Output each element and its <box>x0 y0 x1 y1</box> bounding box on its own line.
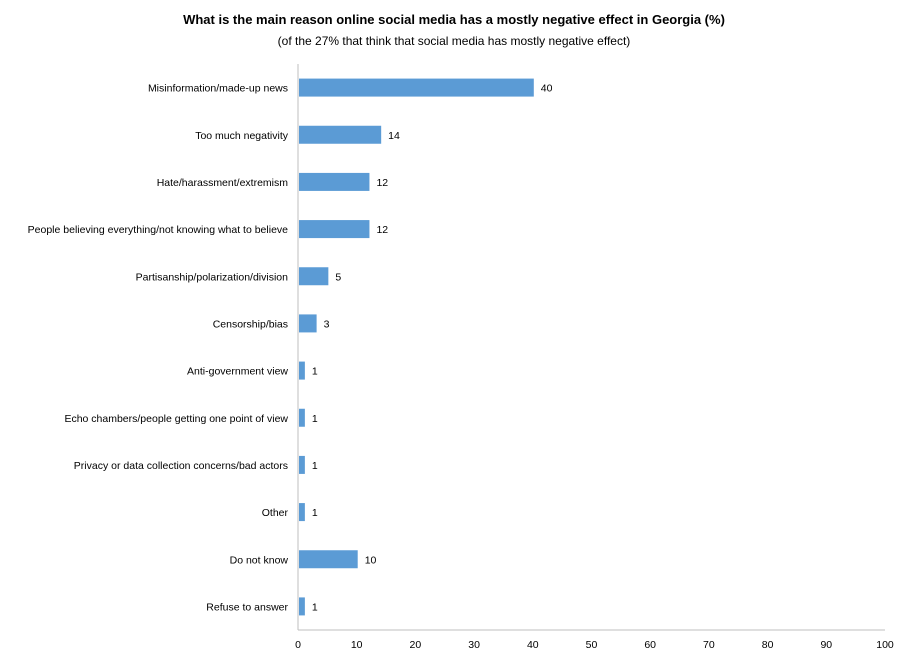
x-tick-label: 90 <box>820 639 832 651</box>
category-label: Refuse to answer <box>206 601 288 613</box>
category-label: Other <box>262 507 289 519</box>
bar <box>299 314 317 333</box>
bar <box>299 125 382 144</box>
chart-title: What is the main reason online social me… <box>183 12 725 27</box>
bar <box>299 550 358 569</box>
bar <box>299 408 305 427</box>
data-label: 5 <box>335 271 341 283</box>
bar <box>299 220 370 239</box>
data-label: 3 <box>324 318 330 330</box>
category-label: Anti-government view <box>187 366 288 378</box>
category-label: Too much negativity <box>195 130 289 142</box>
x-tick-label: 100 <box>876 639 894 651</box>
data-label: 1 <box>312 507 318 519</box>
data-label: 12 <box>376 224 388 236</box>
bar <box>299 503 305 522</box>
x-tick-label: 10 <box>351 639 363 651</box>
category-label: Partisanship/polarization/division <box>136 271 288 283</box>
bars-group: Misinformation/made-up news 40 Too much ne… <box>28 78 553 616</box>
chart-subtitle: (of the 27% that think that social media… <box>278 34 631 48</box>
data-label: 12 <box>376 177 388 189</box>
category-label: Hate/harassment/extremism <box>157 177 289 189</box>
bar <box>299 78 534 97</box>
bar <box>299 172 370 191</box>
data-label: 10 <box>365 554 377 566</box>
data-label: 1 <box>312 366 318 378</box>
x-tick-label: 20 <box>410 639 422 651</box>
data-label: 40 <box>541 83 553 95</box>
bar <box>299 455 305 474</box>
bar <box>299 361 305 380</box>
category-label: Misinformation/made-up news <box>148 83 288 95</box>
bar <box>299 597 305 616</box>
category-label: Privacy or data collection concerns/bad … <box>74 460 288 472</box>
x-ticks-group: 0 10 20 30 40 50 60 70 80 90 100 <box>295 639 894 651</box>
x-tick-label: 30 <box>468 639 480 651</box>
data-label: 1 <box>312 601 318 613</box>
category-label: Do not know <box>230 554 289 566</box>
data-label: 14 <box>388 130 400 142</box>
x-tick-label: 60 <box>644 639 656 651</box>
bar <box>299 267 329 286</box>
x-tick-label: 80 <box>762 639 774 651</box>
category-label: People believing everything/not knowing … <box>28 224 288 236</box>
x-tick-label: 70 <box>703 639 715 651</box>
data-label: 1 <box>312 413 318 425</box>
x-tick-label: 50 <box>586 639 598 651</box>
category-label: Echo chambers/people getting one point o… <box>64 413 288 425</box>
x-tick-label: 0 <box>295 639 301 651</box>
x-tick-label: 40 <box>527 639 539 651</box>
data-label: 1 <box>312 460 318 472</box>
category-label: Censorship/bias <box>213 318 288 330</box>
